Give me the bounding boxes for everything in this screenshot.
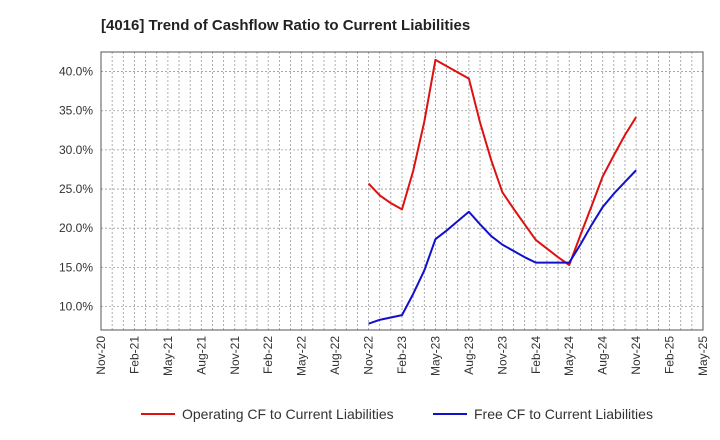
x-tick-label: Nov-21 [228, 336, 242, 375]
x-tick-label: Nov-23 [495, 336, 509, 375]
y-tick-label: 40.0% [59, 65, 93, 79]
x-tick-label: May-24 [562, 336, 576, 376]
grid [101, 52, 703, 330]
x-tick-label: Aug-22 [328, 336, 342, 375]
y-tick-label: 25.0% [59, 182, 93, 196]
x-tick-label: May-21 [161, 336, 175, 376]
x-tick-label: May-25 [696, 336, 710, 376]
x-tick-label: Feb-21 [127, 336, 141, 374]
legend: Operating CF to Current Liabilities Free … [141, 406, 653, 422]
legend-label: Free CF to Current Liabilities [474, 406, 653, 422]
y-axis: 10.0% 15.0% 20.0% 25.0% 30.0% 35.0% 40.0% [59, 65, 93, 314]
y-tick-label: 10.0% [59, 300, 93, 314]
chart-title: [4016] Trend of Cashflow Ratio to Curren… [101, 17, 470, 34]
x-tick-label: Aug-24 [596, 336, 610, 375]
x-tick-label: Aug-23 [462, 336, 476, 375]
series-line-1 [367, 58, 637, 266]
x-axis: Nov-20 Feb-21 May-21 Aug-21 Nov-21 Feb-22 May-… [94, 336, 710, 376]
x-tick-label: Nov-24 [629, 336, 643, 375]
x-tick-label: Feb-23 [395, 336, 409, 374]
x-tick-label: Feb-22 [261, 336, 275, 374]
x-tick-label: Nov-20 [94, 336, 108, 375]
series-lines [367, 58, 637, 325]
y-tick-label: 35.0% [59, 104, 93, 118]
x-tick-label: May-23 [428, 336, 442, 376]
x-tick-label: May-22 [295, 336, 309, 376]
legend-label: Operating CF to Current Liabilities [182, 406, 394, 422]
y-tick-label: 30.0% [59, 143, 93, 157]
y-tick-label: 20.0% [59, 221, 93, 235]
plot-border [100, 51, 704, 331]
x-tick-label: Aug-21 [194, 336, 208, 375]
x-tick-label: Feb-24 [529, 336, 543, 374]
plot-area [101, 52, 703, 330]
x-tick-label: Nov-22 [362, 336, 376, 375]
series-line-2 [368, 169, 637, 325]
y-tick-label: 15.0% [59, 260, 93, 274]
x-tick-label: Feb-25 [663, 336, 677, 374]
